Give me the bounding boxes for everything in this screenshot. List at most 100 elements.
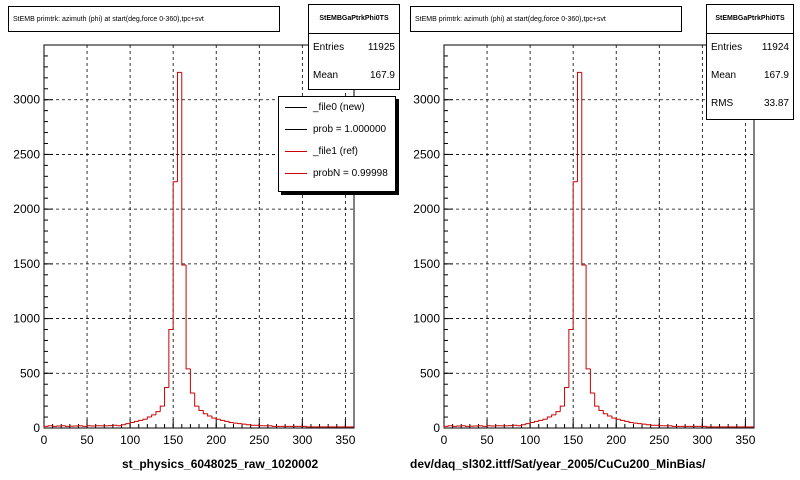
y-tick-label: 3000: [13, 93, 40, 107]
histogram-bin: [146, 416, 152, 420]
x-tick-label: 350: [335, 433, 355, 447]
histogram-bin: [551, 414, 556, 418]
histogram-bin: [155, 411, 161, 415]
chart-left-legend: _file0 (new) prob = 1.000000 _file1 (ref…: [278, 96, 396, 192]
x-tick-label: 50: [480, 433, 494, 447]
histogram-bin: [258, 425, 264, 427]
histogram-bin: [628, 421, 634, 424]
histogram-bin: [241, 423, 247, 425]
y-tick-label: 1500: [413, 257, 440, 271]
legend-swatch: [285, 107, 307, 108]
y-tick-label: 2000: [13, 202, 40, 216]
y-tick-label: 500: [420, 366, 440, 380]
x-tick-label: 100: [120, 433, 140, 447]
stats-row-mean: Mean 167.9: [313, 70, 395, 81]
histogram-bin: [538, 419, 544, 422]
histogram-bin: [172, 181, 178, 330]
x-tick-label: 0: [441, 433, 448, 447]
histogram-bin: [486, 425, 492, 427]
x-tick-label: 350: [735, 433, 755, 447]
x-tick-label: 100: [520, 433, 540, 447]
histogram-bin: [271, 425, 277, 427]
histogram-bin: [224, 420, 230, 422]
stats-row-entries: Entries 11924: [711, 42, 789, 53]
histogram-bin: [202, 410, 208, 415]
y-tick-label: 500: [20, 366, 40, 380]
histogram-bin: [564, 387, 569, 407]
histogram-bin: [637, 423, 643, 425]
histogram-bin: [86, 425, 92, 427]
histogram-bin: [164, 387, 169, 407]
histogram-bin: [645, 424, 651, 426]
histogram-bin: [658, 425, 664, 427]
histogram-bin: [452, 425, 457, 427]
histogram-bin: [568, 329, 574, 388]
histogram-bin: [641, 423, 647, 425]
histogram-bin: [546, 416, 552, 420]
histogram-bin: [594, 392, 599, 407]
x-tick-label: 0: [41, 433, 48, 447]
histogram-bin: [620, 419, 625, 421]
histogram-bin: [529, 422, 535, 424]
histogram-bin: [65, 425, 70, 427]
histogram-bin: [228, 421, 234, 424]
histogram-bin: [585, 264, 591, 370]
legend-swatch: [285, 173, 307, 174]
histogram-bin: [624, 420, 630, 422]
x-tick-label: 200: [606, 433, 626, 447]
histogram-bin: [589, 368, 595, 394]
histogram-bin: [607, 413, 612, 417]
histogram-bin: [516, 425, 522, 427]
y-tick-label: 3000: [413, 93, 440, 107]
histogram-bin: [181, 72, 187, 266]
y-tick-label: 2500: [413, 147, 440, 161]
histogram-bin: [671, 425, 677, 427]
histogram-bin: [47, 425, 53, 427]
histogram-bin: [159, 405, 165, 412]
x-tick-label: 150: [563, 433, 583, 447]
histogram-bin: [632, 422, 638, 424]
x-tick-label: 250: [649, 433, 669, 447]
stats-row-mean: Mean 167.9: [711, 70, 789, 81]
histogram-bin: [482, 425, 488, 427]
x-tick-label: 250: [249, 433, 269, 447]
histogram-bin: [142, 418, 148, 421]
histogram-bin: [232, 422, 238, 424]
histogram-bin: [52, 425, 57, 427]
histogram-bin: [559, 405, 565, 412]
y-tick-label: 1000: [413, 312, 440, 326]
x-tick-label: 300: [292, 433, 312, 447]
histogram-series: [443, 71, 754, 428]
histogram-bin: [168, 329, 174, 388]
x-tick-label: 150: [163, 433, 183, 447]
y-tick-label: 0: [433, 421, 440, 435]
histogram-series: [43, 71, 354, 428]
histogram-bin: [245, 424, 251, 426]
histogram-bin: [521, 424, 526, 426]
y-tick-label: 2000: [413, 202, 440, 216]
histogram-bin: [542, 418, 548, 421]
histogram-bin: [615, 418, 621, 420]
histogram-bin: [555, 411, 561, 415]
histogram-bin: [602, 410, 608, 415]
y-tick-label: 0: [33, 421, 40, 435]
stats-row-entries: Entries 11925: [313, 42, 395, 53]
histogram-bin: [176, 71, 182, 182]
histogram-bin: [211, 415, 217, 419]
chart-left-xlabel: st_physics_6048025_raw_1020002: [122, 457, 319, 471]
histogram-bin: [129, 422, 135, 424]
histogram-bin: [611, 415, 617, 419]
histogram-bin: [138, 419, 144, 422]
chart-left-title: StEMB primtrk: azimuth (phi) at start(de…: [8, 6, 280, 32]
histogram-bin: [185, 264, 191, 370]
histogram-bin: [121, 424, 126, 426]
histogram-bin: [194, 392, 199, 407]
stats-row-rms: RMS 33.87: [711, 98, 789, 109]
legend-item: _file0 (new): [279, 97, 395, 119]
chart-right: 0 50 100 150 200 250 300 350 0 500 1000 1500 2000 250…: [413, 44, 756, 447]
histogram-bin: [598, 406, 604, 411]
y-tick-label: 1000: [13, 312, 40, 326]
histogram-bin: [525, 423, 531, 425]
histogram-bin: [443, 425, 449, 428]
x-tick-label: 200: [206, 433, 226, 447]
